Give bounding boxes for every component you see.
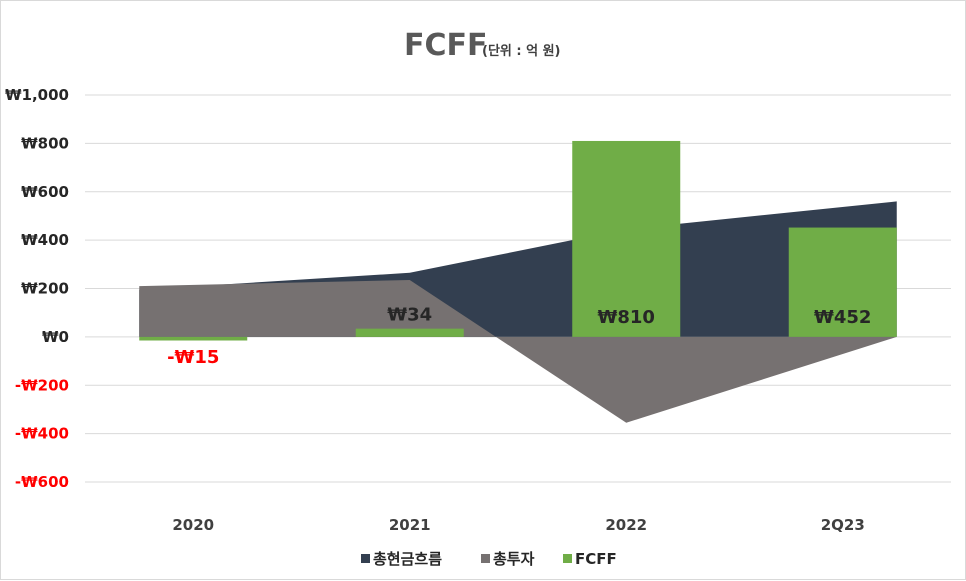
fcff-bar [139,336,248,341]
fcff-bar [572,140,681,337]
x-tick-label: 2021 [389,516,431,534]
x-tick-label: 2Q23 [821,516,865,534]
data-label: ₩810 [598,307,655,328]
y-axis-labels: ₩1,000 ₩800 ₩600 ₩400 ₩200 ₩0 -₩200 -₩400 -₩600 [5,86,69,491]
data-labels: -₩15 ₩34 ₩810 ₩452 [167,305,871,368]
y-tick-label: ₩200 [21,280,69,298]
legend-swatch [563,554,572,563]
chart-subtitle: (단위 : 억 원) [482,43,561,59]
legend-label: 총현금흐름 [373,550,442,568]
x-tick-label: 2022 [605,516,647,534]
y-tick-label: ₩400 [21,231,69,249]
chart-title: FCFF [404,28,488,63]
y-tick-label: ₩800 [21,134,69,152]
y-tick-label: ₩600 [21,183,69,201]
fcff-bar [788,227,897,337]
y-tick-label: ₩0 [42,328,69,346]
legend: 총현금흐름 총투자 FCFF [361,550,617,568]
x-tick-label: 2020 [172,516,214,534]
data-label: ₩452 [814,307,871,328]
legend-swatch [361,554,370,563]
y-tick-label: -₩400 [15,425,69,443]
legend-label: 총투자 [493,550,535,568]
data-label: -₩15 [167,347,219,368]
y-tick-label: -₩200 [15,376,69,394]
area-series [139,201,897,423]
data-label: ₩34 [387,305,432,326]
bar-series [139,140,897,341]
x-axis-labels: 2020 2021 2022 2Q23 [172,516,864,534]
y-tick-label: ₩1,000 [5,86,69,104]
legend-label: FCFF [575,550,617,568]
legend-swatch [481,554,490,563]
y-tick-label: -₩600 [15,473,69,491]
fcff-bar [355,328,464,337]
area-총투자 [139,280,897,423]
